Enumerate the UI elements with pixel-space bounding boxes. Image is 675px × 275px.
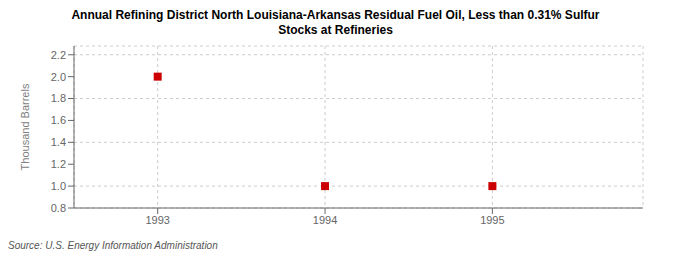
svg-text:2.0: 2.0 xyxy=(51,71,66,83)
svg-text:1993: 1993 xyxy=(145,214,169,226)
svg-text:0.8: 0.8 xyxy=(51,202,66,214)
svg-text:2.2: 2.2 xyxy=(51,49,66,61)
svg-text:Thousand Barrels: Thousand Barrels xyxy=(19,83,31,170)
svg-text:1.2: 1.2 xyxy=(51,158,66,170)
html-text:Stocks at Refineries: Stocks at Refineries xyxy=(278,23,393,37)
svg-text:1.6: 1.6 xyxy=(51,114,66,126)
html-text:Source: U.S. Energy Informatio: Source: U.S. Energy Information Administ… xyxy=(8,240,218,251)
svg-text:1995: 1995 xyxy=(480,214,504,226)
svg-text:1.4: 1.4 xyxy=(51,136,66,148)
svg-text:1994: 1994 xyxy=(313,214,337,226)
svg-text:1.8: 1.8 xyxy=(51,92,66,104)
html-text:Annual Refining District North: Annual Refining District North Louisiana… xyxy=(71,8,600,22)
svg-text:1.0: 1.0 xyxy=(51,180,66,192)
